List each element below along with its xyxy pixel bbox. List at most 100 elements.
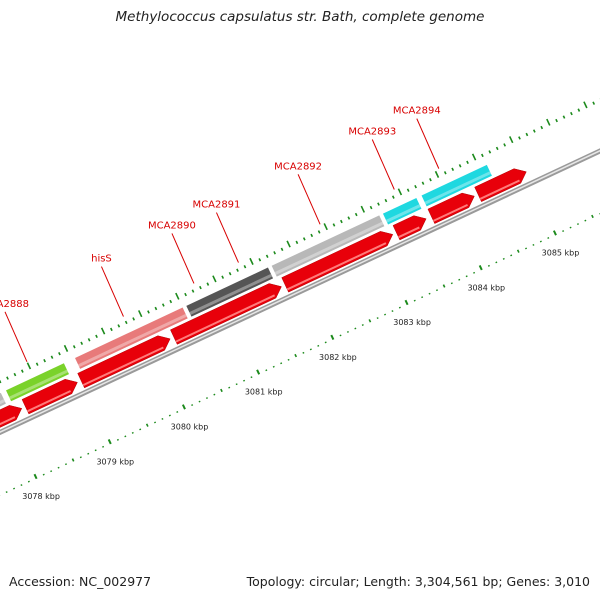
- backbone-highlight: [0, 149, 600, 433]
- gene-label-layer: MCA2888 hisS MCA2890 MCA2891 MCA2892 MCA2893 M…: [0, 106, 441, 362]
- scale-tick: [191, 404, 194, 407]
- scale-tick: [552, 230, 557, 236]
- kbp-label: 3084 kbp: [467, 283, 505, 292]
- scale-tick: [205, 397, 208, 400]
- cds-arrow: [21, 378, 78, 415]
- outer-tick: [228, 271, 232, 276]
- scale-tick: [13, 487, 16, 490]
- scale-tick: [428, 292, 431, 295]
- kbp-label: 3079 kbp: [96, 457, 134, 466]
- outer-tick: [414, 184, 417, 189]
- outer-tick: [154, 306, 158, 311]
- outer-tick: [391, 195, 395, 199]
- scale-tick: [539, 240, 542, 243]
- cds-arrow: [281, 231, 394, 293]
- scale-tick: [57, 466, 60, 469]
- outer-tick: [191, 289, 195, 293]
- scale-tick: [145, 423, 149, 427]
- scale-tick: [154, 421, 157, 424]
- scale-tick: [473, 271, 476, 274]
- scale-tick: [317, 344, 320, 347]
- gene-bar: [0, 392, 6, 407]
- outer-tick: [317, 230, 321, 234]
- outer-tick: [265, 254, 269, 258]
- scale-tick: [265, 369, 268, 372]
- outer-tick: [249, 257, 254, 265]
- scale-tick: [458, 278, 461, 281]
- outer-tick: [295, 240, 299, 245]
- outer-tick: [117, 324, 121, 328]
- leader-line: [4, 311, 28, 362]
- scale-tick: [50, 470, 53, 473]
- cds-highlight: [479, 179, 520, 200]
- gene-label: MCA2892: [274, 161, 322, 172]
- cds-highlight: [286, 242, 387, 291]
- outer-tick: [471, 153, 477, 161]
- scale-tick: [168, 414, 171, 417]
- outer-tick: [137, 310, 143, 318]
- scale-tick: [124, 435, 127, 438]
- outer-tick: [583, 101, 588, 109]
- scale-tick: [532, 243, 535, 246]
- scale-tick: [450, 282, 453, 285]
- scale-tick: [569, 226, 572, 229]
- scale-tick: [87, 452, 90, 455]
- scale-tick: [280, 362, 283, 365]
- outer-tick: [347, 216, 351, 220]
- gene-bar: [421, 164, 492, 207]
- outer-tick: [147, 310, 150, 314]
- outer-tick: [406, 188, 410, 192]
- scale-tick: [131, 431, 134, 434]
- gene-label: MCA2894: [393, 106, 441, 117]
- scale-tick: [413, 299, 416, 302]
- outer-tick: [161, 303, 165, 307]
- kbp-label: 3085 kbp: [542, 248, 580, 257]
- gene-layer: [0, 164, 492, 407]
- scale-tick: [421, 296, 424, 299]
- outer-tick: [546, 118, 551, 126]
- scale-tick: [487, 264, 490, 267]
- scale-layer: 3078 kbp 3079 kbp 3080 kbp 3081 kbp 3082 kbp…: [22, 248, 579, 501]
- scale-tick: [272, 365, 275, 368]
- leader-line: [416, 118, 440, 169]
- gene-label: MCA2890: [148, 220, 196, 231]
- scale-tick: [64, 463, 68, 466]
- scale-tick: [576, 223, 579, 226]
- outer-tick: [169, 299, 173, 304]
- outer-tick: [592, 101, 596, 105]
- outer-tick: [273, 251, 276, 255]
- cds-layer: [0, 168, 527, 428]
- outer-tick: [384, 198, 388, 203]
- outer-tick: [72, 345, 76, 349]
- scale-tick: [478, 265, 483, 271]
- scale-tick: [198, 400, 201, 403]
- cds-highlight: [27, 390, 72, 413]
- scale-tick: [213, 393, 216, 396]
- scale-tick: [250, 376, 253, 379]
- scale-tick: [368, 319, 372, 323]
- scale-tick: [287, 358, 290, 361]
- outer-tick: [26, 362, 32, 370]
- scale-tick: [309, 348, 312, 351]
- scale-tick: [243, 379, 246, 382]
- outer-tick: [95, 334, 98, 339]
- topology-text: Topology: circular; Length: 3,304,561 bp…: [246, 574, 590, 589]
- kbp-label: 3080 kbp: [171, 422, 209, 431]
- scale-tick: [228, 386, 231, 389]
- scale-tick: [547, 237, 550, 239]
- kbp-label: 3082 kbp: [319, 353, 357, 362]
- scale-tick: [346, 330, 349, 333]
- outer-tick: [443, 171, 447, 175]
- outer-tick: [6, 376, 9, 380]
- outer-tick: [495, 146, 499, 151]
- scale-tick: [294, 353, 298, 358]
- scale-tick: [94, 449, 97, 452]
- scale-tick: [33, 473, 38, 480]
- outer-tick: [540, 125, 544, 130]
- cds-arrow: [474, 168, 527, 202]
- outer-tick: [258, 258, 262, 262]
- outer-tick: [236, 268, 239, 272]
- outer-tick: [466, 160, 469, 165]
- outer-tick: [184, 292, 187, 297]
- outer-tick: [310, 233, 314, 238]
